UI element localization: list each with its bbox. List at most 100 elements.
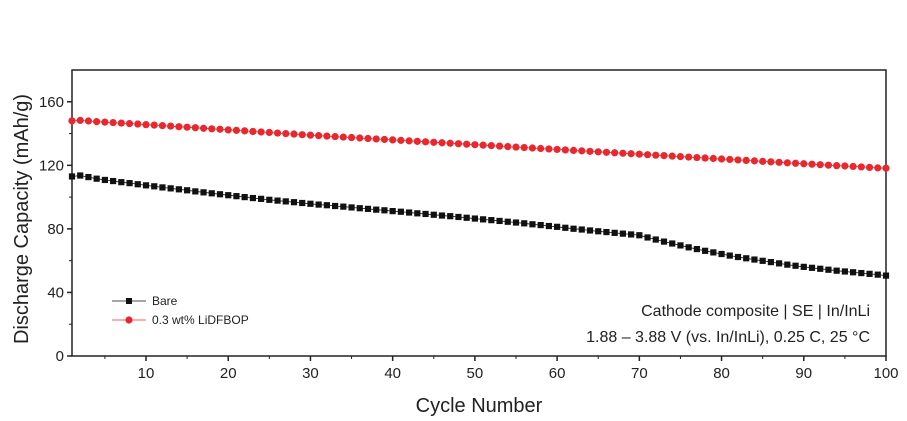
- data-point: [504, 218, 511, 225]
- data-point: [537, 144, 545, 153]
- data-point: [471, 215, 478, 222]
- data-point: [397, 136, 405, 144]
- data-point: [282, 198, 289, 205]
- data-point: [865, 163, 874, 171]
- data-point: [882, 272, 890, 279]
- data-point: [743, 255, 750, 262]
- data-point: [841, 268, 848, 275]
- data-point: [791, 159, 800, 167]
- data-point: [110, 177, 117, 185]
- data-point: [200, 189, 207, 196]
- data-point: [274, 197, 281, 204]
- data-point: [307, 200, 314, 207]
- data-point: [857, 163, 865, 171]
- legend-marker: [125, 316, 133, 324]
- data-point: [76, 116, 84, 124]
- data-point: [676, 152, 685, 161]
- data-point: [151, 183, 158, 190]
- data-point: [635, 150, 643, 158]
- data-point: [849, 162, 857, 171]
- data-point: [356, 134, 364, 142]
- data-point: [364, 205, 372, 212]
- data-point: [512, 143, 520, 151]
- data-point: [216, 125, 224, 133]
- data-point: [545, 222, 552, 230]
- data-point: [323, 202, 330, 209]
- series-0: [68, 172, 890, 279]
- data-point: [776, 260, 783, 267]
- data-point: [159, 184, 166, 191]
- data-point: [463, 140, 471, 148]
- annotation-test-conditions: 1.88 – 3.88 V (vs. In/InLi), 0.25 C, 25 …: [586, 329, 870, 346]
- data-point: [611, 149, 619, 157]
- data-point: [348, 204, 355, 211]
- data-point: [381, 207, 388, 214]
- data-point: [298, 131, 306, 139]
- data-point: [134, 120, 142, 128]
- data-point: [553, 145, 561, 154]
- data-point: [742, 156, 750, 165]
- data-point: [726, 252, 733, 259]
- data-point: [627, 150, 635, 158]
- data-point: [339, 133, 347, 141]
- x-axis-label: Cycle Number: [416, 395, 543, 417]
- data-point: [380, 135, 389, 144]
- x-tick-label: 100: [873, 365, 898, 382]
- data-point: [496, 217, 503, 225]
- x-tick-label: 40: [384, 365, 401, 382]
- data-point: [232, 126, 241, 134]
- data-point: [784, 261, 791, 268]
- data-point: [125, 119, 134, 128]
- legend-marker: [126, 298, 132, 304]
- data-point: [602, 148, 611, 156]
- data-point: [414, 210, 421, 217]
- y-tick-label: 80: [47, 221, 64, 238]
- data-point: [421, 138, 430, 146]
- data-point: [249, 127, 257, 136]
- data-point: [619, 149, 627, 157]
- data-point: [109, 118, 117, 127]
- data-point: [824, 161, 833, 169]
- data-point: [158, 122, 167, 130]
- data-point: [84, 117, 93, 125]
- data-point: [792, 262, 799, 269]
- data-point: [619, 230, 626, 237]
- data-point: [68, 117, 76, 125]
- data-point: [767, 258, 774, 266]
- data-point: [340, 203, 347, 210]
- data-point: [833, 162, 841, 170]
- data-point: [594, 148, 602, 156]
- data-point: [669, 240, 676, 247]
- data-point: [241, 127, 249, 135]
- data-point: [817, 265, 824, 272]
- data-point: [652, 236, 659, 243]
- data-point: [397, 208, 404, 215]
- x-tick-label: 10: [138, 365, 155, 382]
- data-point: [463, 214, 470, 221]
- data-point: [389, 207, 396, 215]
- x-tick-label: 60: [549, 365, 566, 382]
- data-point: [430, 211, 437, 218]
- data-point: [142, 121, 150, 129]
- series-1: [68, 116, 890, 172]
- x-tick-label: 20: [220, 365, 237, 382]
- data-point: [93, 118, 101, 126]
- data-point: [685, 153, 693, 161]
- data-point: [373, 206, 380, 213]
- data-point: [850, 269, 857, 276]
- y-tick-label: 0: [56, 348, 64, 365]
- data-point: [783, 159, 791, 167]
- data-point: [709, 154, 717, 163]
- data-point: [816, 161, 824, 169]
- data-point: [717, 155, 726, 163]
- x-tick-label: 90: [795, 365, 812, 382]
- data-point: [578, 226, 585, 233]
- annotation-cell-config: Cathode composite | SE | In/InLi: [641, 303, 870, 320]
- data-point: [77, 172, 84, 179]
- data-point: [710, 249, 717, 256]
- data-point: [299, 199, 306, 207]
- data-point: [364, 134, 372, 143]
- data-point: [117, 119, 125, 127]
- data-point: [258, 195, 265, 202]
- legend: Bare 0.3 wt% LiDFBOP: [112, 294, 249, 327]
